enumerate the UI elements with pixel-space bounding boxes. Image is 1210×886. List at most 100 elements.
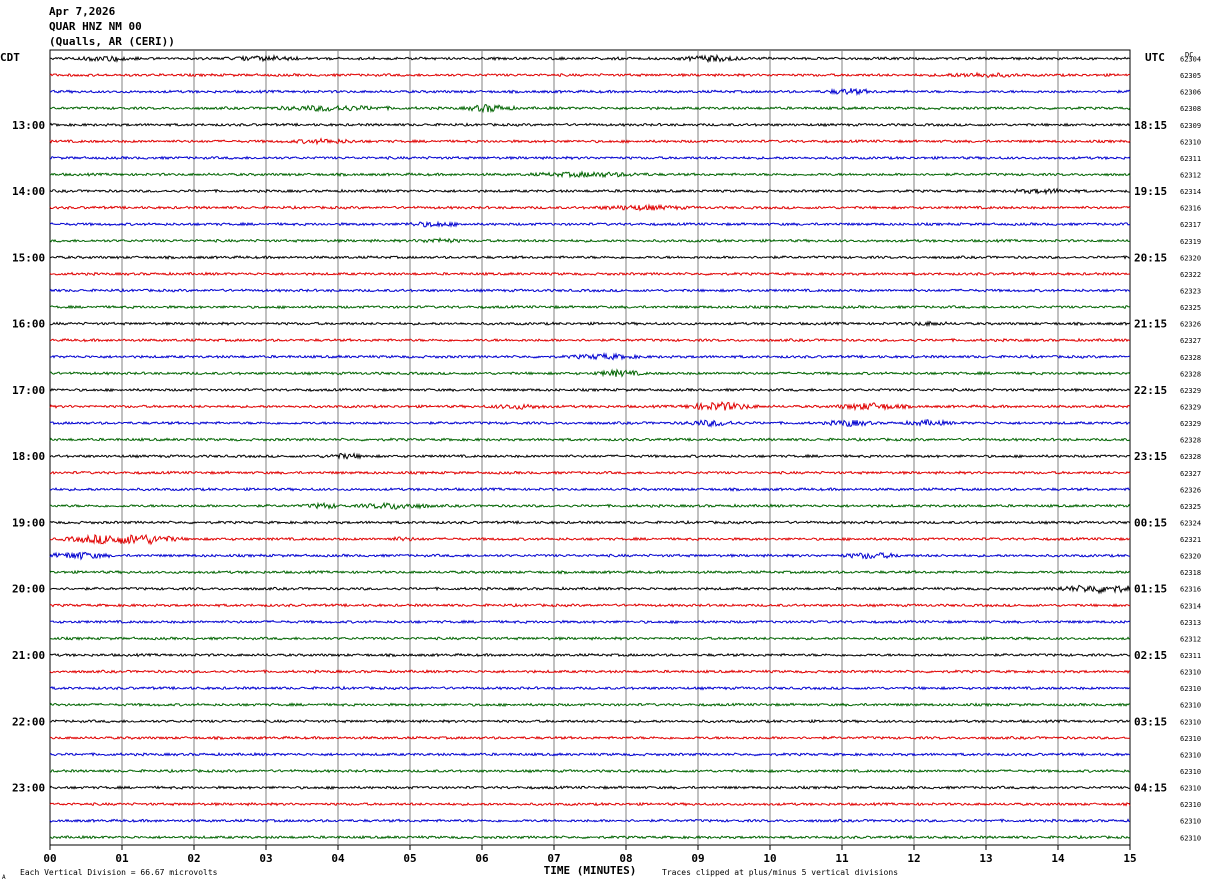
dc-value: 62310 [1180, 834, 1201, 842]
trace-row [49, 470, 1131, 476]
axis-labels: CDT UTC DC TIME (MINUTES) Each Vertical … [0, 51, 1201, 881]
station-code: QUAR HNZ NM 00 [49, 20, 142, 33]
x-tick-label: 11 [835, 852, 849, 865]
trace-row [49, 304, 1131, 310]
right-hour-label: 03:15 [1134, 715, 1167, 728]
trace-row [49, 155, 1131, 161]
trace-row [49, 337, 1131, 343]
dc-value: 62310 [1180, 801, 1201, 809]
right-hour-label: 02:15 [1134, 649, 1167, 662]
x-tick-label: 06 [475, 852, 489, 865]
dc-value: 62310 [1180, 735, 1201, 743]
dc-value: 62324 [1180, 519, 1201, 527]
trace-row [50, 602, 1131, 608]
trace-row [49, 137, 1131, 146]
left-hour-label: 23:00 [12, 782, 45, 795]
dc-value: 62318 [1180, 569, 1201, 577]
trace-row [49, 220, 1131, 228]
dc-value: 62327 [1180, 470, 1201, 478]
trace-row [49, 255, 1130, 260]
trace-row [49, 818, 1130, 824]
trace-row [49, 387, 1131, 393]
dc-value: 62309 [1180, 122, 1201, 130]
dc-value: 62328 [1180, 370, 1201, 378]
dc-value: 62327 [1180, 337, 1201, 345]
trace-row [49, 437, 1131, 443]
dc-value: 62311 [1180, 155, 1201, 163]
x-tick-label: 03 [259, 852, 272, 865]
dc-value: 62310 [1180, 138, 1201, 146]
trace-row [49, 320, 1131, 328]
right-hour-label: 23:15 [1134, 450, 1167, 463]
trace-row [49, 53, 1131, 64]
dc-value: 62317 [1180, 221, 1201, 229]
dc-value: 62310 [1180, 785, 1201, 793]
trace-row [49, 122, 1131, 128]
left-hour-label: 22:00 [12, 715, 45, 728]
trace-row [49, 501, 1131, 510]
trace-row [49, 768, 1131, 774]
trace-row [49, 187, 1130, 196]
trace-row [49, 170, 1131, 179]
dc-value: 62310 [1180, 751, 1201, 759]
trace-row [49, 271, 1131, 277]
dc-value: 62322 [1180, 271, 1201, 279]
x-tick-label: 10 [763, 852, 776, 865]
seismic-traces [49, 53, 1131, 840]
right-hour-label: 01:15 [1134, 583, 1167, 596]
left-hour-label: 17:00 [12, 384, 45, 397]
dc-value: 62314 [1180, 188, 1201, 196]
trace-row [49, 751, 1131, 757]
trace-row [49, 104, 1131, 114]
right-hour-label: 18:15 [1134, 119, 1167, 132]
dc-value: 62310 [1180, 768, 1201, 776]
dc-value: 62329 [1180, 420, 1201, 428]
x-tick-label: 07 [547, 852, 560, 865]
left-hour-label: 21:00 [12, 649, 45, 662]
right-hour-label: 21:15 [1134, 318, 1167, 331]
right-timezone-label: UTC [1145, 51, 1165, 64]
right-hour-label: 04:15 [1134, 782, 1167, 795]
dc-value: 62314 [1180, 602, 1201, 610]
trace-row [49, 71, 1131, 79]
trace-row [49, 368, 1131, 378]
trace-row [49, 834, 1131, 840]
trace-row [49, 351, 1131, 361]
dc-label: DC [1185, 51, 1193, 59]
trace-row [49, 569, 1131, 575]
dc-value: 62319 [1180, 238, 1201, 246]
dc-value: 62328 [1180, 453, 1201, 461]
left-hour-label: 19:00 [12, 516, 45, 529]
trace-row [49, 785, 1131, 791]
plot-frame [49, 49, 1131, 846]
dc-value: 62312 [1180, 635, 1201, 643]
trace-row [49, 533, 1131, 546]
trace-row [49, 801, 1131, 807]
clip-note: Traces clipped at plus/minus 5 vertical … [662, 868, 898, 877]
trace-row [49, 203, 1131, 212]
dc-value: 62321 [1180, 536, 1201, 544]
dc-value: 62310 [1180, 718, 1201, 726]
dc-value: 62316 [1180, 586, 1201, 594]
left-hour-label: 14:00 [12, 185, 45, 198]
dc-value: 62311 [1180, 652, 1201, 660]
trace-row [49, 702, 1131, 708]
x-tick-label: 05 [403, 852, 416, 865]
dc-value: 62325 [1180, 304, 1201, 312]
right-hour-label: 20:15 [1134, 251, 1167, 264]
plot-date: Apr 7,2026 [49, 5, 116, 18]
dc-value: 62310 [1180, 685, 1201, 693]
x-tick-label: 01 [115, 852, 129, 865]
dc-value: 62326 [1180, 486, 1201, 494]
trace-row [49, 685, 1131, 691]
x-tick-label: 02 [187, 852, 200, 865]
trace-row [49, 418, 1131, 428]
dc-value: 62306 [1180, 89, 1201, 97]
trace-row [49, 635, 1131, 641]
left-hour-label: 13:00 [12, 119, 45, 132]
left-hour-label: 16:00 [12, 318, 45, 331]
x-tick-label: 09 [691, 852, 704, 865]
x-tick-label: 08 [619, 852, 632, 865]
x-tick-label: 00 [43, 852, 56, 865]
